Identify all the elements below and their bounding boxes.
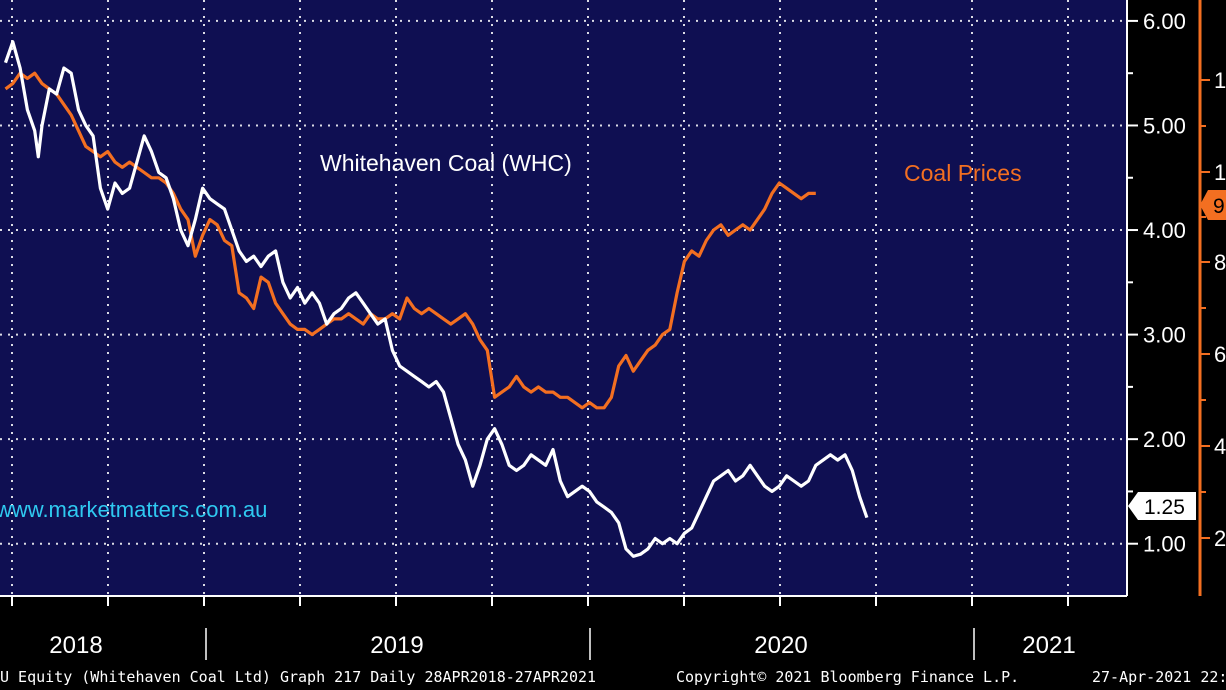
- x-ticks: 2018 2019 2020 2021: [11, 596, 1076, 660]
- y-tick-label: 2.00: [1143, 427, 1186, 452]
- y-tick-label: 5.00: [1143, 113, 1186, 138]
- bottom-axis-area: [0, 596, 1226, 690]
- series-layer: [3, 40, 869, 558]
- y-tick-label: 6.00: [1143, 9, 1186, 34]
- x-year-label: 2019: [370, 632, 423, 659]
- y-tick-label: 3.00: [1143, 323, 1186, 348]
- y2-tick-label: 1: [1214, 68, 1226, 93]
- x-year-label: 2021: [1022, 632, 1075, 659]
- coal-last-value: 9: [1213, 195, 1225, 218]
- whc-series-line: [3, 40, 869, 558]
- coal-last-value-tag: 9: [1200, 190, 1226, 220]
- y-tick-label: 4.00: [1143, 218, 1186, 243]
- coal-series-label: Coal Prices: [904, 160, 1022, 186]
- x-year-label: 2020: [754, 632, 807, 659]
- y2-tick-label: 1: [1214, 160, 1226, 185]
- whc-series-label: Whitehaven Coal (WHC): [320, 150, 572, 176]
- footer-center: Copyright© 2021 Bloomberg Finance L.P.: [676, 668, 1019, 686]
- y-ticks: 6.00 5.00 4.00 3.00 2.00 1.00: [1127, 9, 1186, 557]
- y2-tick-label: 8: [1214, 250, 1226, 275]
- y2-ticks: 1 1 8 6 4 2: [1200, 68, 1226, 551]
- x-year-label: 2018: [49, 632, 102, 659]
- y2-tick-label: 6: [1214, 342, 1226, 367]
- whc-last-value-tag: 1.25: [1128, 492, 1196, 520]
- grid: [0, 0, 1126, 596]
- plot-area: [0, 0, 1126, 596]
- y2-tick-label: 2: [1214, 526, 1226, 551]
- footer-left: U Equity (Whitehaven Coal Ltd) Graph 217…: [0, 668, 596, 686]
- y2-tick-label: 4: [1214, 434, 1226, 459]
- coal-series-line: [4, 71, 816, 410]
- y-tick-label: 1.00: [1143, 532, 1186, 557]
- whc-last-value: 1.25: [1144, 496, 1185, 519]
- footer-right: 27-Apr-2021 22:: [1092, 668, 1226, 686]
- watermark-text: www.marketmatters.com.au: [0, 497, 267, 522]
